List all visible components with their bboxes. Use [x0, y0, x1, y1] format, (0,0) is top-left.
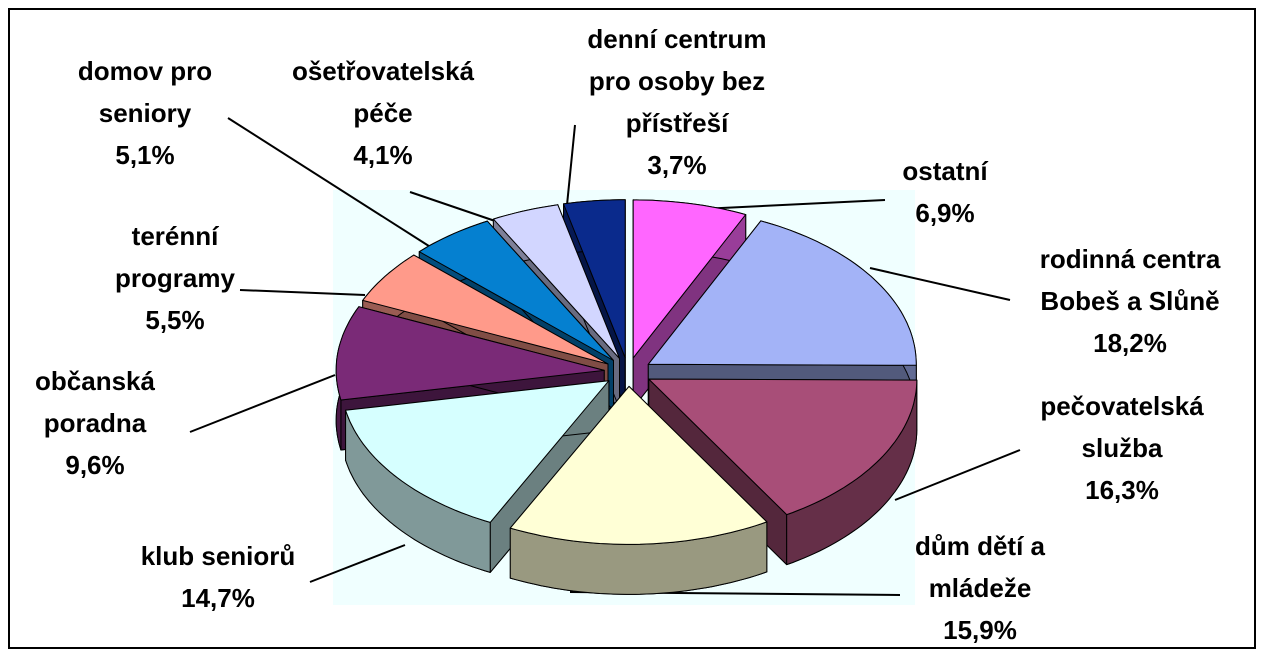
- slice-label: dům dětí a mládeže 15,9%: [898, 525, 1063, 651]
- slice-label: rodinná centra Bobeš a Slůně 18,2%: [1010, 238, 1250, 364]
- category-label: domov pro seniory: [77, 56, 213, 128]
- leader-line: [869, 267, 1011, 301]
- slice-top: [563, 199, 626, 359]
- slice-top: [648, 378, 918, 516]
- slice-top: [509, 385, 768, 545]
- leader-line: [409, 191, 499, 223]
- slice-label: klub seniorů 14,7%: [93, 535, 343, 619]
- category-label: klub seniorů: [140, 541, 296, 571]
- slice-label: ostatní 6,9%: [865, 150, 1025, 234]
- value-label: 4,1%: [353, 140, 413, 170]
- value-label: 18,2%: [1093, 328, 1167, 358]
- category-label: rodinná centra Bobeš a Slůně: [1039, 244, 1221, 316]
- leader-line: [894, 449, 1021, 501]
- value-label: 14,7%: [181, 583, 255, 613]
- leader-line: [565, 124, 576, 216]
- value-label: 9,6%: [65, 450, 125, 480]
- slice-top: [647, 220, 917, 366]
- slice: [509, 385, 768, 595]
- slice-label: pečovatelská služba 16,3%: [1015, 385, 1230, 511]
- slice-label: terénní programy 5,5%: [90, 215, 260, 341]
- slice-top: [335, 306, 605, 401]
- category-label: dům dětí a mládeže: [914, 531, 1045, 603]
- slice-top: [492, 204, 620, 359]
- slice-top: [345, 380, 610, 523]
- slice-top: [418, 220, 614, 361]
- leader-line: [227, 117, 433, 249]
- category-label: občanská poradna: [35, 366, 155, 438]
- value-label: 5,1%: [115, 140, 175, 170]
- slice-label: ošetřovatelská péče 4,1%: [283, 50, 483, 176]
- slice-top: [362, 254, 609, 365]
- slice-top: [632, 199, 747, 359]
- slice-label: denní centrum pro osoby bez přístřeší 3,7…: [575, 18, 780, 186]
- slice-label: občanská poradna 9,6%: [0, 360, 190, 486]
- category-label: pečovatelská služba: [1040, 391, 1204, 463]
- leader-line: [189, 374, 336, 433]
- value-label: 3,7%: [647, 150, 707, 180]
- category-label: denní centrum pro osoby bez přístřeší: [587, 24, 767, 138]
- value-label: 6,9%: [915, 198, 975, 228]
- category-label: terénní programy: [115, 221, 235, 293]
- slice-label: domov pro seniory 5,1%: [45, 50, 245, 176]
- category-label: ostatní: [902, 156, 988, 186]
- value-label: 15,9%: [943, 615, 1017, 645]
- value-label: 16,3%: [1085, 475, 1159, 505]
- category-label: ošetřovatelská péče: [291, 56, 475, 128]
- value-label: 5,5%: [145, 305, 205, 335]
- leader-line: [239, 289, 366, 296]
- leader-line: [309, 544, 406, 583]
